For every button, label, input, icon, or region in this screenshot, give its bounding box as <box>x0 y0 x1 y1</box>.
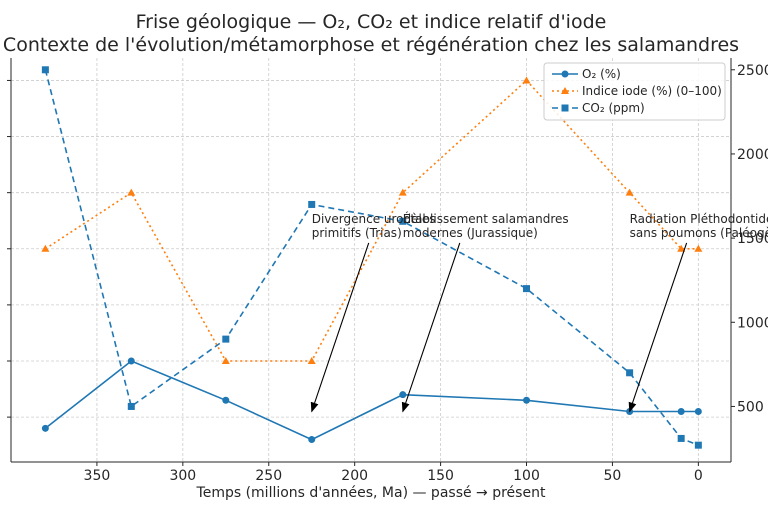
chart-title-line2: Contexte de l'évolution/métamorphose et … <box>3 34 739 56</box>
data-point <box>694 441 702 449</box>
grid <box>11 58 731 462</box>
data-point <box>308 436 316 444</box>
data-point <box>222 335 230 343</box>
x-tick-label: 250 <box>255 468 282 484</box>
data-point <box>625 188 634 196</box>
chart-title-line1: Frise géologique — O₂, CO₂ et indice rel… <box>136 11 607 33</box>
data-point <box>399 391 407 399</box>
series-layer <box>41 66 703 449</box>
legend-entry: CO₂ (ppm) <box>552 101 645 115</box>
series-line <box>44 69 699 446</box>
annotation-arrow <box>401 242 461 413</box>
data-point <box>127 402 135 410</box>
data-point <box>694 408 702 415</box>
data-point <box>399 217 407 225</box>
data-point <box>522 76 531 84</box>
right-y-tick-label: 1500 <box>737 231 768 247</box>
legend: O₂ (%) Indice iode (%) (0–100) CO₂ (ppm) <box>543 62 726 121</box>
annotation-line: Divergence urodèles <box>312 212 436 226</box>
legend-label: CO₂ (ppm) <box>582 101 645 115</box>
annotation-line: Radiation Pléthodontidés <box>630 212 768 226</box>
annotation-text: Radiation Pléthodontidés sans poumons (Pa… <box>630 212 768 240</box>
annotation-arrow <box>310 242 370 413</box>
annotation-line: sans poumons (Paléogène) <box>630 226 768 240</box>
axes: 3503002502001501005005001000150020002500 <box>7 58 768 484</box>
legend-label: Indice iode (%) (0–100) <box>582 84 722 98</box>
data-point <box>127 188 136 196</box>
legend-entry: Indice iode (%) (0–100) <box>552 84 722 98</box>
data-point <box>41 424 49 432</box>
annotation-line: primitifs (Trias) <box>312 226 402 240</box>
right-y-tick-label: 1000 <box>737 315 768 331</box>
data-point <box>222 396 230 404</box>
annotation-text: Divergence urodèles primitifs (Trias) <box>312 212 436 240</box>
annotation-line: modernes (Jurassique) <box>403 226 538 240</box>
legend-marker <box>561 104 569 112</box>
legend-marker <box>561 70 569 78</box>
x-tick-label: 350 <box>84 468 111 484</box>
data-point <box>677 434 685 442</box>
data-point <box>694 244 703 252</box>
data-point <box>41 66 49 74</box>
x-tick-label: 50 <box>604 468 622 484</box>
x-tick-label: 100 <box>513 468 540 484</box>
data-point <box>398 188 407 196</box>
right-y-tick-label: 500 <box>737 399 764 415</box>
right-y-tick-label: 2000 <box>737 147 768 163</box>
data-point <box>523 285 531 293</box>
right-y-tick-label: 2500 <box>737 63 768 79</box>
x-tick-label: 0 <box>694 468 703 484</box>
data-point <box>41 244 50 252</box>
data-point <box>307 357 316 364</box>
annotation-line: Établissement salamandres <box>403 211 569 226</box>
legend-marker <box>561 87 569 94</box>
data-point <box>308 200 316 208</box>
x-tick-label: 150 <box>427 468 454 484</box>
annotations: Divergence urodèles primitifs (Trias)Étab… <box>310 211 768 413</box>
data-point <box>677 244 686 252</box>
annotation-arrow <box>628 242 688 413</box>
data-point <box>677 408 685 415</box>
x-tick-label: 200 <box>341 468 368 484</box>
legend-label: O₂ (%) <box>582 67 621 81</box>
series-0 <box>41 357 702 444</box>
data-point <box>523 396 531 404</box>
x-tick-label: 300 <box>169 468 196 484</box>
annotation-text: Établissement salamandres modernes (Juras… <box>403 211 569 240</box>
series-2 <box>41 66 702 449</box>
x-axis-label: Temps (millions d'années, Ma) — passé → … <box>196 485 546 501</box>
data-point <box>221 357 230 364</box>
series-1 <box>41 76 703 364</box>
series-line <box>44 360 699 441</box>
data-point <box>626 369 634 377</box>
data-point <box>127 357 135 365</box>
legend-entry: O₂ (%) <box>552 67 621 81</box>
series-line <box>44 79 699 362</box>
legend-box <box>543 62 726 121</box>
